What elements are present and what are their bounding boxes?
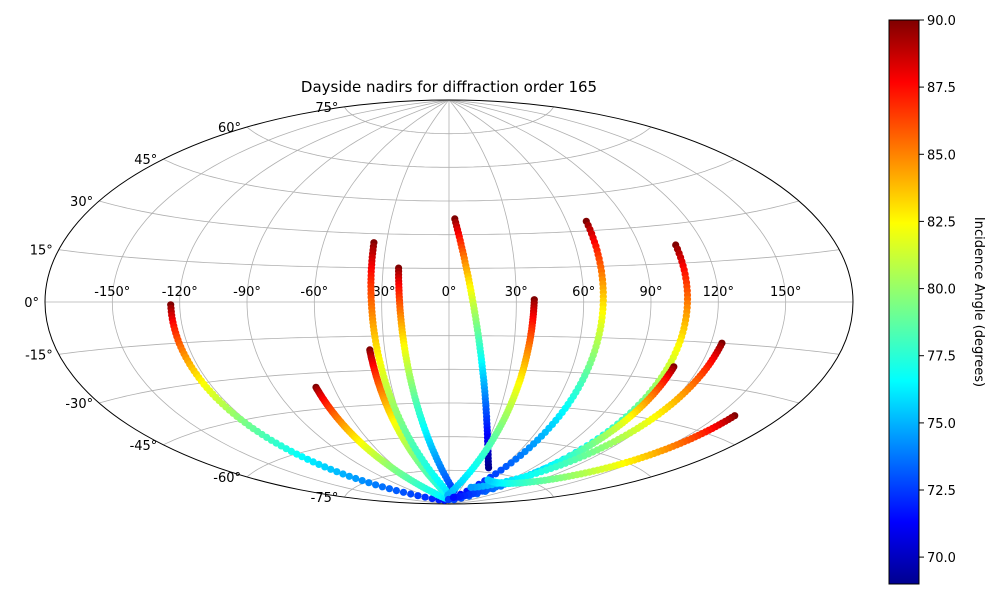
longitude-tick-label: -120° bbox=[162, 285, 198, 300]
nadir-point bbox=[385, 485, 393, 493]
latitude-tick-label: 45° bbox=[134, 153, 157, 168]
latitude-tick-label: -75° bbox=[311, 491, 339, 506]
parallel-line bbox=[58, 249, 840, 269]
nadir-point bbox=[309, 458, 317, 466]
orbit-track bbox=[167, 301, 452, 504]
grid-layer bbox=[45, 100, 853, 504]
nadir-point bbox=[407, 490, 415, 498]
longitude-tick-label: -90° bbox=[233, 285, 261, 300]
nadir-point bbox=[512, 455, 520, 463]
latitude-tick-label: 75° bbox=[315, 101, 338, 116]
orbit-track bbox=[312, 383, 453, 504]
colorbar-label: Incidence Angle (degrees) bbox=[971, 217, 986, 387]
latitude-tick-label: -30° bbox=[65, 397, 93, 412]
nadir-point bbox=[327, 465, 335, 473]
parallel-line bbox=[344, 106, 554, 135]
nadir-point bbox=[485, 464, 493, 472]
nadir-point bbox=[507, 459, 515, 467]
nadir-point bbox=[352, 474, 360, 483]
latitude-tick-label: 60° bbox=[218, 121, 241, 136]
longitude-tick-label: -30° bbox=[368, 285, 396, 300]
latitude-tick-label: 0° bbox=[24, 296, 39, 311]
nadir-point bbox=[339, 470, 347, 478]
longitude-tick-label: 0° bbox=[442, 285, 457, 300]
nadir-point bbox=[497, 466, 505, 474]
nadir-point bbox=[315, 460, 323, 468]
nadir-point bbox=[502, 462, 510, 471]
nadir-point bbox=[484, 476, 492, 484]
latitude-tick-label: -60° bbox=[213, 471, 241, 486]
nadir-point bbox=[345, 472, 353, 480]
orbit-track bbox=[445, 217, 607, 504]
nadir-point bbox=[399, 488, 408, 496]
parallel-line bbox=[98, 200, 800, 236]
orbit-track bbox=[367, 239, 453, 497]
nadir-point bbox=[449, 493, 457, 501]
longitude-tick-label: -60° bbox=[300, 285, 328, 300]
colorbar-tick-label: 87.5 bbox=[927, 81, 956, 96]
colorbar: 70.0 72.5 75.0 77.5 80.0 82.5 85.0 87.5 90.0 Inc… bbox=[888, 14, 986, 585]
colorbar-tick-label: 72.5 bbox=[927, 484, 956, 499]
orbit-track bbox=[449, 363, 678, 501]
longitude-tick-label: 90° bbox=[639, 285, 662, 300]
nadir-point bbox=[333, 468, 341, 476]
nadir-point bbox=[365, 479, 373, 487]
latitude-tick-label: 15° bbox=[30, 244, 53, 259]
orbit-track bbox=[395, 264, 458, 495]
map-boundary bbox=[44, 99, 854, 505]
longitude-tick-label: -150° bbox=[94, 285, 130, 300]
scatter-points bbox=[167, 215, 739, 504]
colorbar-ticks: 70.0 72.5 75.0 77.5 80.0 82.5 85.0 87.5 90.0 bbox=[919, 14, 956, 566]
colorbar-tick-label: 85.0 bbox=[927, 148, 956, 163]
orbit-track bbox=[451, 215, 493, 472]
nadir-point bbox=[372, 481, 380, 489]
colorbar-gradient bbox=[888, 19, 920, 585]
longitude-tick-label: 150° bbox=[770, 285, 801, 300]
parallel-line bbox=[246, 126, 652, 168]
nadir-point bbox=[298, 453, 306, 461]
chart-title: Dayside nadirs for diffraction order 165 bbox=[301, 78, 597, 96]
latitude-tick-label: -15° bbox=[25, 348, 53, 363]
colorbar-tick-label: 77.5 bbox=[927, 350, 956, 365]
colorbar-tick-label: 90.0 bbox=[927, 14, 956, 29]
colorbar-tick-label: 70.0 bbox=[927, 551, 956, 566]
colorbar-tick-label: 80.0 bbox=[927, 283, 956, 298]
longitude-tick-label: 60° bbox=[572, 285, 595, 300]
parallel-line bbox=[98, 368, 800, 404]
orbit-track bbox=[444, 296, 538, 499]
parallel-line bbox=[58, 335, 840, 355]
nadir-point bbox=[358, 477, 366, 485]
latitude-tick-label: -45° bbox=[130, 439, 158, 454]
nadir-point bbox=[321, 463, 329, 471]
nadir-point bbox=[287, 447, 295, 455]
nadir-point bbox=[492, 470, 500, 478]
nadir-point bbox=[392, 487, 400, 495]
nadir-point bbox=[304, 455, 312, 463]
colorbar-tick-label: 75.0 bbox=[927, 417, 956, 432]
longitude-tick-label: 120° bbox=[703, 285, 734, 300]
colorbar-tick-label: 82.5 bbox=[927, 215, 956, 230]
longitude-tick-labels: -150° -120° -90° -60° -30° 0° 30° 60° 90° 120° 150… bbox=[94, 285, 801, 300]
nadir-point bbox=[421, 493, 429, 501]
nadir-point bbox=[414, 492, 422, 500]
nadir-point bbox=[378, 483, 386, 491]
orbit-track bbox=[467, 339, 726, 491]
parallel-line bbox=[163, 158, 735, 202]
latitude-tick-labels: 75° 60° 45° 30° 15° 0° -15° -30° -45° -60° -75° bbox=[24, 101, 338, 506]
orbit-track bbox=[484, 412, 739, 487]
latitude-tick-label: 30° bbox=[70, 195, 93, 210]
longitude-tick-label: 30° bbox=[505, 285, 528, 300]
nadir-point bbox=[467, 483, 475, 491]
